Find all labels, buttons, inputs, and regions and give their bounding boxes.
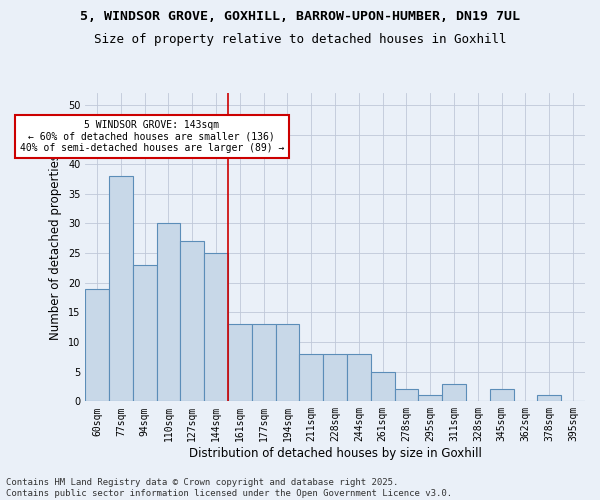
- Bar: [538, 396, 561, 402]
- Text: 5 WINDSOR GROVE: 143sqm
← 60% of detached houses are smaller (136)
40% of semi-d: 5 WINDSOR GROVE: 143sqm ← 60% of detache…: [20, 120, 284, 153]
- Text: Contains HM Land Registry data © Crown copyright and database right 2025.
Contai: Contains HM Land Registry data © Crown c…: [6, 478, 452, 498]
- X-axis label: Distribution of detached houses by size in Goxhill: Distribution of detached houses by size …: [188, 447, 482, 460]
- Bar: [442, 384, 466, 402]
- Bar: [395, 390, 418, 402]
- Bar: [204, 253, 228, 402]
- Bar: [299, 354, 323, 402]
- Bar: [252, 324, 275, 402]
- Bar: [109, 176, 133, 402]
- Y-axis label: Number of detached properties: Number of detached properties: [49, 154, 62, 340]
- Bar: [347, 354, 371, 402]
- Bar: [418, 396, 442, 402]
- Bar: [85, 288, 109, 402]
- Text: Size of property relative to detached houses in Goxhill: Size of property relative to detached ho…: [94, 32, 506, 46]
- Bar: [371, 372, 395, 402]
- Bar: [323, 354, 347, 402]
- Bar: [181, 241, 204, 402]
- Bar: [133, 265, 157, 402]
- Bar: [490, 390, 514, 402]
- Bar: [157, 224, 181, 402]
- Bar: [228, 324, 252, 402]
- Text: 5, WINDSOR GROVE, GOXHILL, BARROW-UPON-HUMBER, DN19 7UL: 5, WINDSOR GROVE, GOXHILL, BARROW-UPON-H…: [80, 10, 520, 23]
- Bar: [275, 324, 299, 402]
